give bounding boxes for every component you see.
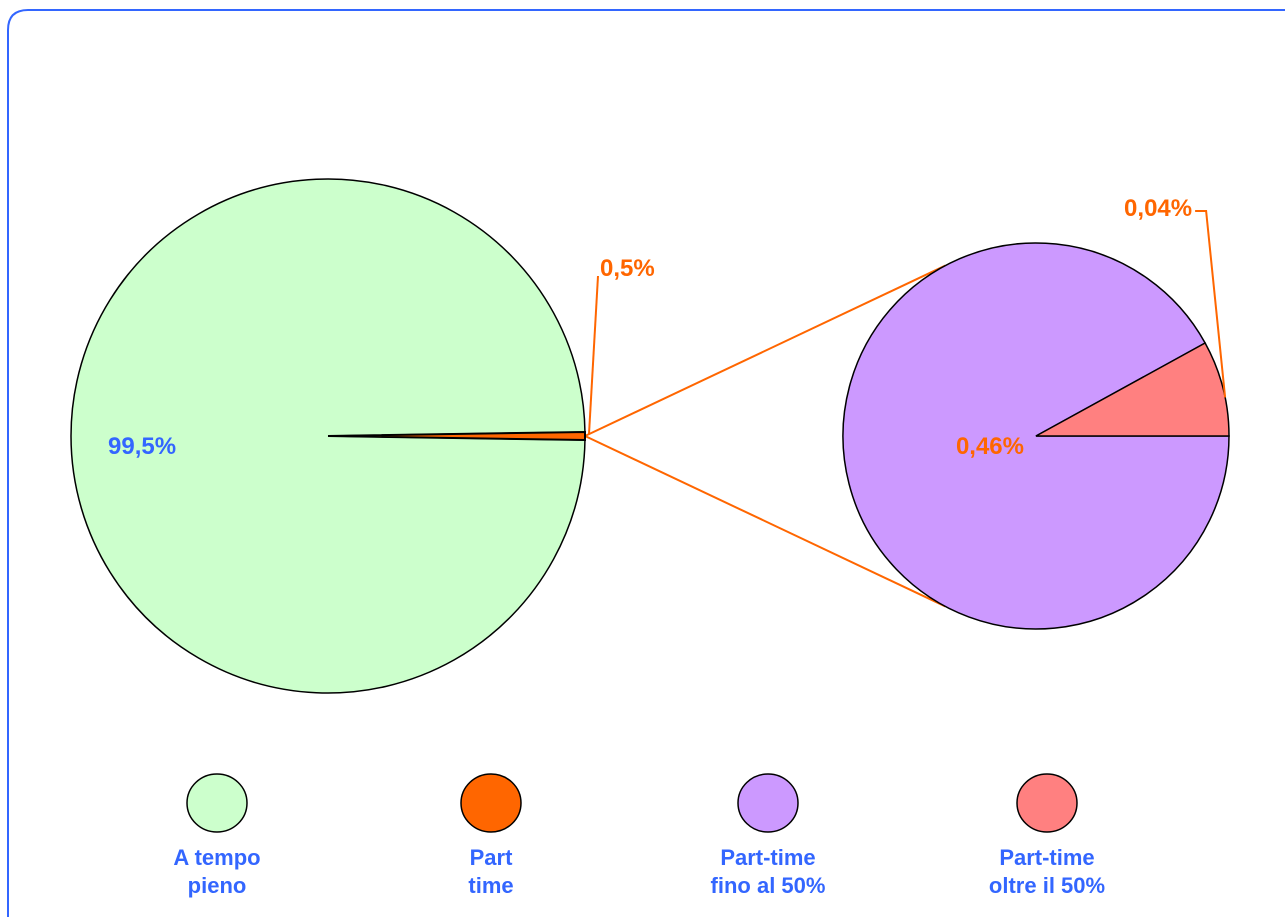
frame-border bbox=[7, 9, 1285, 917]
main-pie bbox=[70, 178, 586, 694]
legend-swatch bbox=[460, 773, 522, 833]
legend-swatch bbox=[737, 773, 799, 833]
connectors bbox=[584, 264, 946, 608]
label-a-tempo-pieno: 99,5% bbox=[108, 433, 176, 460]
label-part-time-fino-50: 0,46% bbox=[956, 433, 1024, 460]
leader-part-time-oltre-50 bbox=[1195, 210, 1227, 398]
sub-pie bbox=[842, 242, 1230, 630]
data-labels: 99,5% 0,5% 0,46% 0,04% bbox=[108, 195, 1227, 460]
leader-part-time bbox=[588, 275, 599, 435]
legend-swatch bbox=[186, 773, 248, 833]
legend-label: Part-time oltre il 50% bbox=[989, 845, 1105, 898]
legend-label: A tempo pieno bbox=[173, 845, 260, 898]
legend-label: Part-time fino al 50% bbox=[711, 845, 826, 898]
legend-label: Part time bbox=[468, 845, 513, 898]
legend-swatch bbox=[1016, 773, 1078, 833]
connector-top bbox=[584, 264, 946, 437]
slice-part-time-oltre-50 bbox=[1035, 342, 1230, 437]
legend: A tempo pieno Part time Part-time fino al 50%… bbox=[173, 773, 1105, 898]
label-part-time-oltre-50: 0,04% bbox=[1124, 195, 1192, 222]
slice-a-tempo-pieno bbox=[70, 178, 586, 694]
label-part-time: 0,5% bbox=[600, 255, 655, 282]
connector-bottom bbox=[584, 435, 946, 608]
slice-part-time bbox=[327, 430, 586, 442]
